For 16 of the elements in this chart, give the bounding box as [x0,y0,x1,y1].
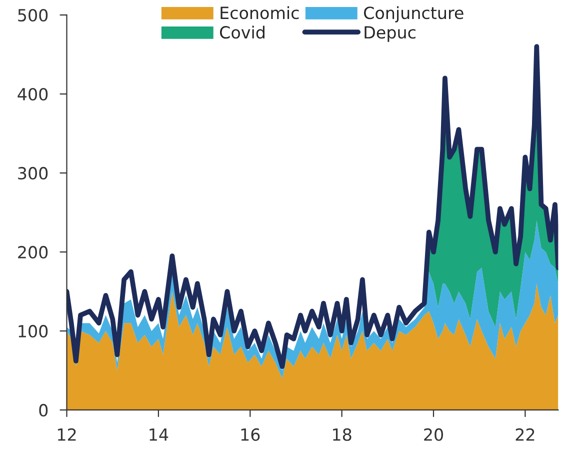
y-tick-label: 500 [18,8,48,22]
legend-label: Depuc [364,26,416,42]
legend-label: Covid [220,26,264,39]
x-tick-label: 18 [333,428,352,441]
x-tick-label: 12 [58,428,76,441]
x-tick-label: 20 [424,428,443,441]
y-tick-label: 400 [18,88,48,101]
y-tick-label: 200 [18,246,48,259]
y-tick-label: 300 [18,166,48,180]
legend-label: Conjuncture [364,6,464,22]
x-tick-label: 14 [150,428,168,441]
legend-label: Economic [220,6,299,20]
y-tick-label: 0 [39,404,48,417]
y-tick-label: 100 [18,324,48,338]
x-tick-label: 16 [241,428,260,441]
x-tick-label: 22 [516,428,534,441]
